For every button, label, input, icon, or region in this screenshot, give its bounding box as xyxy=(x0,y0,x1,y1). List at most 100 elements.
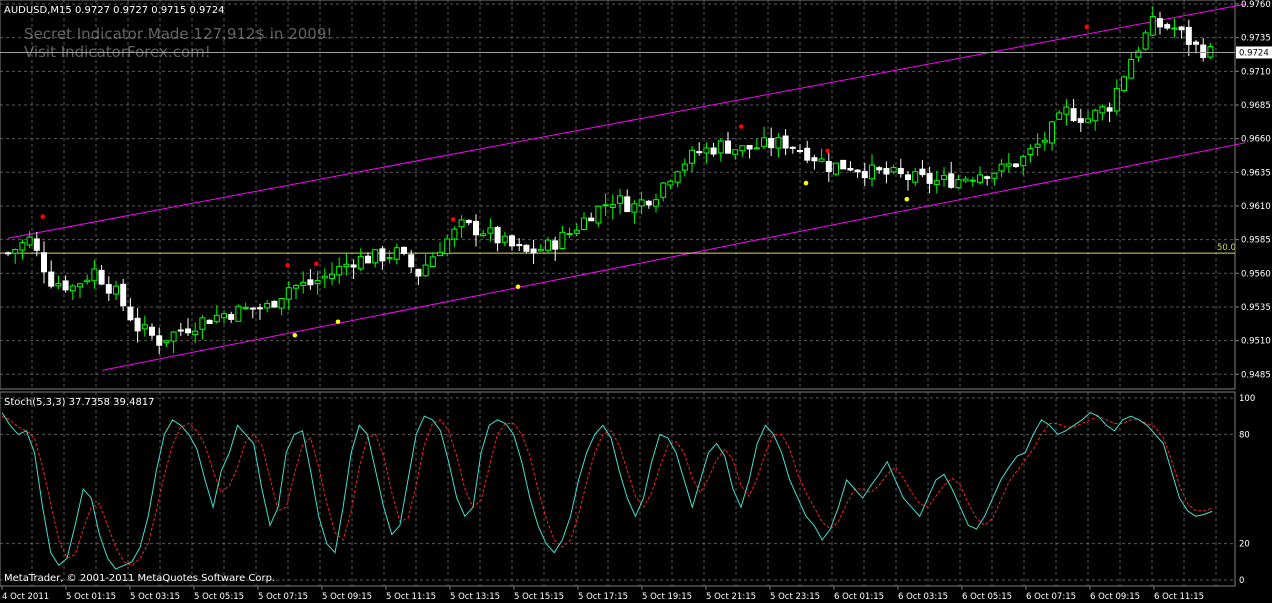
fractal-down-marker xyxy=(803,180,809,186)
time-tick-label: 5 Oct 05:15 xyxy=(194,592,244,602)
candle-bull xyxy=(545,239,551,251)
candle-bull xyxy=(890,166,897,173)
candle-bear xyxy=(725,140,731,154)
candle-bull xyxy=(991,172,998,179)
fractal-up-marker xyxy=(450,217,456,222)
candle-bull xyxy=(962,178,969,182)
channel-upper-line xyxy=(7,3,1247,239)
candle-bull xyxy=(761,137,767,147)
candle-bear xyxy=(307,279,314,286)
candle-bull xyxy=(437,251,443,257)
price-tick-label: 0.9735 xyxy=(1241,34,1271,44)
candle-bull xyxy=(242,307,249,310)
candle-bull xyxy=(458,219,465,228)
fractal-up-marker xyxy=(1084,24,1090,30)
candle-bear xyxy=(861,170,868,179)
candle-bear xyxy=(840,159,847,170)
candle-bear xyxy=(530,248,537,254)
candle-bull xyxy=(285,287,292,300)
candle-bull xyxy=(278,298,285,309)
candle-bull xyxy=(393,247,400,260)
candle-bull xyxy=(1113,87,1120,112)
candle-bull xyxy=(26,236,33,246)
time-tick-label: 6 Oct 01:15 xyxy=(834,592,884,602)
watermark-line-2: Visit IndicatorForex.com! xyxy=(24,43,211,61)
price-tick-label: 0.9585 xyxy=(1241,236,1271,246)
candle-bull xyxy=(77,283,83,288)
candle-bear xyxy=(926,173,933,184)
candle-bull xyxy=(487,227,494,234)
candle-bear xyxy=(782,135,789,149)
candle-bear xyxy=(1070,108,1077,121)
candle-bear xyxy=(62,280,69,291)
candle-bear xyxy=(185,328,191,334)
candle-bear xyxy=(415,268,422,277)
candle-bull xyxy=(739,145,746,152)
main-grid xyxy=(0,0,1235,389)
candle-bear xyxy=(509,235,515,247)
time-tick-label: 5 Oct 19:15 xyxy=(642,592,692,602)
candle-bull xyxy=(480,233,487,237)
candle-bull xyxy=(1041,139,1048,143)
candle-bull xyxy=(84,279,91,283)
candle-bear xyxy=(1200,44,1207,58)
time-tick-label: 5 Oct 23:15 xyxy=(770,592,820,602)
candle-bear xyxy=(350,264,357,268)
stochastic-main-line xyxy=(1,412,1213,570)
candle-bear xyxy=(804,147,811,161)
regression-channel[interactable] xyxy=(7,3,1247,371)
fractal-down-marker xyxy=(335,319,341,325)
candle-bull xyxy=(357,255,364,270)
candle-bull xyxy=(422,264,429,277)
candle-bear xyxy=(33,238,40,251)
price-axis: 0.9760 0.9735 0.9710 0.9685 0.9660 0.9635 0.96… xyxy=(0,0,1272,380)
candle-bear xyxy=(105,284,112,294)
candle-bull xyxy=(451,228,458,240)
candle-bull xyxy=(1099,106,1106,114)
candle-bull xyxy=(429,256,436,268)
candle-bear xyxy=(473,220,479,236)
symbol-header: AUDUSD,M15 0.9727 0.9727 0.9715 0.9724 xyxy=(4,5,224,16)
candle-bull xyxy=(638,199,645,207)
candle-bear xyxy=(249,307,256,310)
candle-bull xyxy=(336,265,343,276)
candle-bear xyxy=(883,168,890,175)
candle-bear xyxy=(825,161,832,172)
candle-bull xyxy=(703,147,710,154)
candle-bull xyxy=(609,204,616,208)
candle-bear xyxy=(1157,18,1163,28)
time-tick-label: 5 Oct 09:15 xyxy=(322,592,372,602)
candle-bull xyxy=(1092,109,1099,122)
candle-bear xyxy=(1185,26,1192,45)
fractal-up-marker xyxy=(825,148,830,154)
candle-bear xyxy=(984,176,991,179)
candle-bear xyxy=(149,326,155,336)
candle-bear xyxy=(41,252,47,273)
candle-bear xyxy=(134,317,141,332)
candle-bull xyxy=(386,257,393,260)
candle-bear xyxy=(552,240,559,250)
candle-bear xyxy=(897,168,904,175)
candle-bear xyxy=(120,283,127,307)
time-tick-label: 6 Oct 07:15 xyxy=(1026,592,1076,602)
candle-bull xyxy=(199,317,206,330)
candle-bull xyxy=(141,324,148,330)
fibonacci-level[interactable]: 50.0 xyxy=(0,243,1236,254)
candle-bear xyxy=(624,196,631,212)
candle-bull xyxy=(1056,112,1063,120)
candle-bull xyxy=(1171,27,1178,30)
candle-bear xyxy=(768,137,775,149)
candle-bear xyxy=(523,244,530,252)
candlesticks xyxy=(5,6,1214,355)
candle-bear xyxy=(905,174,911,180)
candle-bull xyxy=(681,163,688,171)
candle-bear xyxy=(494,226,501,244)
candle-bull xyxy=(1149,16,1156,36)
candle-bear xyxy=(228,314,235,320)
candle-bull xyxy=(732,149,739,155)
candle-bull xyxy=(372,249,379,264)
candle-bull xyxy=(501,235,508,243)
stochastic-header: Stoch(5,3,3) 37.7358 39.4817 xyxy=(4,397,155,408)
candle-bull xyxy=(933,180,940,185)
